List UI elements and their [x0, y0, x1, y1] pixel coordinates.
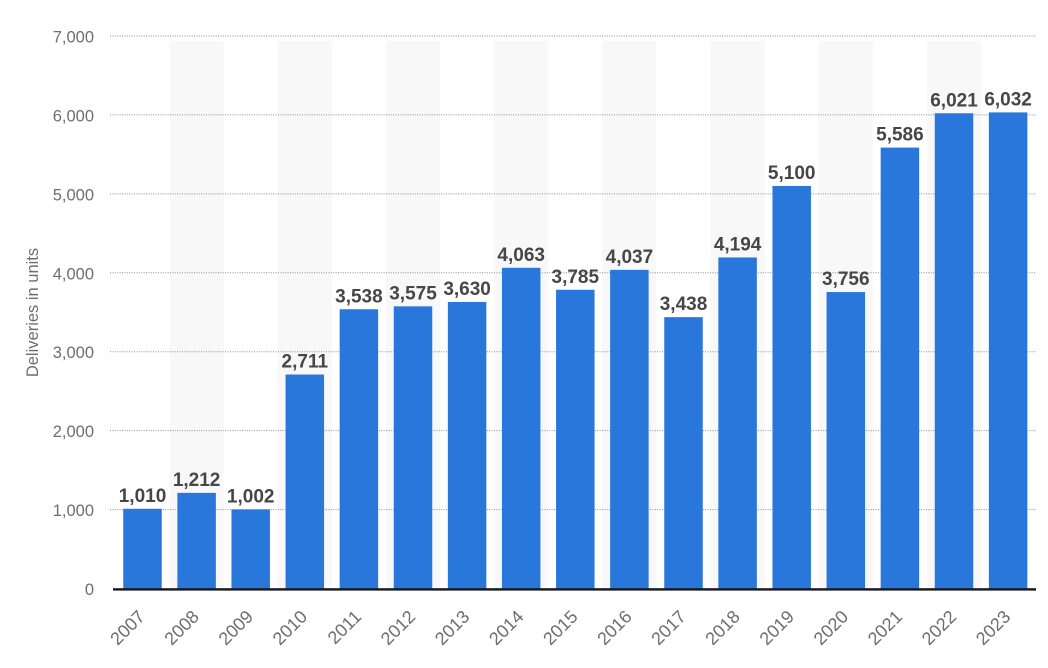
svg-text:4,194: 4,194	[714, 234, 762, 255]
svg-text:6,021: 6,021	[930, 90, 978, 111]
svg-text:7,000: 7,000	[53, 28, 94, 46]
svg-text:1,212: 1,212	[173, 470, 221, 491]
svg-text:3,538: 3,538	[335, 286, 383, 307]
svg-text:5,100: 5,100	[768, 163, 816, 184]
svg-text:Deliveries in units: Deliveries in units	[24, 248, 42, 377]
svg-text:4,037: 4,037	[606, 247, 654, 268]
svg-text:5,000: 5,000	[53, 186, 94, 204]
svg-text:3,438: 3,438	[660, 294, 708, 315]
svg-text:4,000: 4,000	[53, 265, 94, 283]
svg-text:3,785: 3,785	[552, 267, 600, 288]
svg-text:4,063: 4,063	[497, 245, 545, 266]
svg-text:2,000: 2,000	[53, 423, 94, 441]
svg-text:2,711: 2,711	[282, 352, 329, 373]
svg-text:3,575: 3,575	[389, 283, 437, 304]
svg-text:1,010: 1,010	[119, 486, 167, 507]
svg-text:6,000: 6,000	[53, 107, 94, 125]
svg-text:3,630: 3,630	[443, 279, 491, 300]
svg-text:1,002: 1,002	[227, 486, 275, 507]
svg-text:0: 0	[85, 581, 94, 599]
svg-text:5,586: 5,586	[876, 125, 924, 146]
svg-text:1,000: 1,000	[53, 502, 94, 520]
svg-text:3,000: 3,000	[53, 344, 94, 362]
svg-text:6,032: 6,032	[984, 89, 1032, 110]
svg-text:3,756: 3,756	[822, 269, 870, 290]
